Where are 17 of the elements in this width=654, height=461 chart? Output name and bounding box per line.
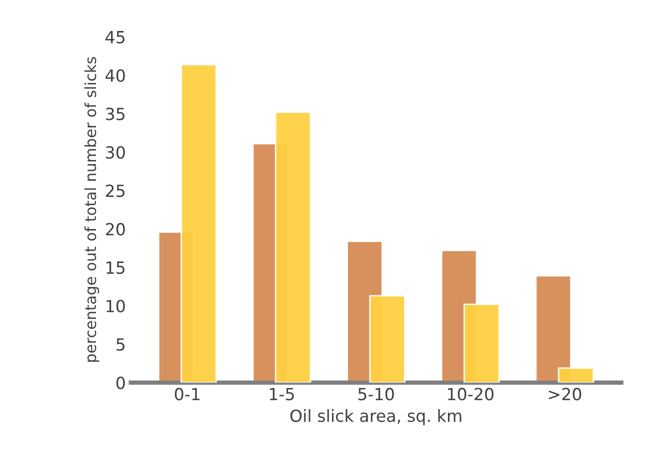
x-tick-label: >20 xyxy=(548,388,582,400)
x-tick-label: 0-1 xyxy=(174,388,200,400)
y-tick-label: 5 xyxy=(116,338,124,351)
x-tick-label: 5-10 xyxy=(358,388,394,400)
y-tick-label: 25 xyxy=(106,184,124,198)
x-tick-label: 10-20 xyxy=(448,388,494,400)
y-tick-label: 20 xyxy=(106,222,125,236)
y-axis-title: percentage out of total number of slicks xyxy=(84,57,100,362)
y-tick-label: 30 xyxy=(106,146,125,159)
y-tick-label: 40 xyxy=(106,69,125,82)
y-tick-label: 45 xyxy=(106,31,124,44)
y-tick-label: 35 xyxy=(106,108,124,120)
x-tick-label: 1-5 xyxy=(270,388,294,400)
y-tick-label: 15 xyxy=(106,262,124,274)
x-axis-title: Oil slick area, sq. km xyxy=(290,409,462,426)
y-tick-label: 0 xyxy=(116,376,125,390)
y-tick-label: 10 xyxy=(106,300,125,312)
